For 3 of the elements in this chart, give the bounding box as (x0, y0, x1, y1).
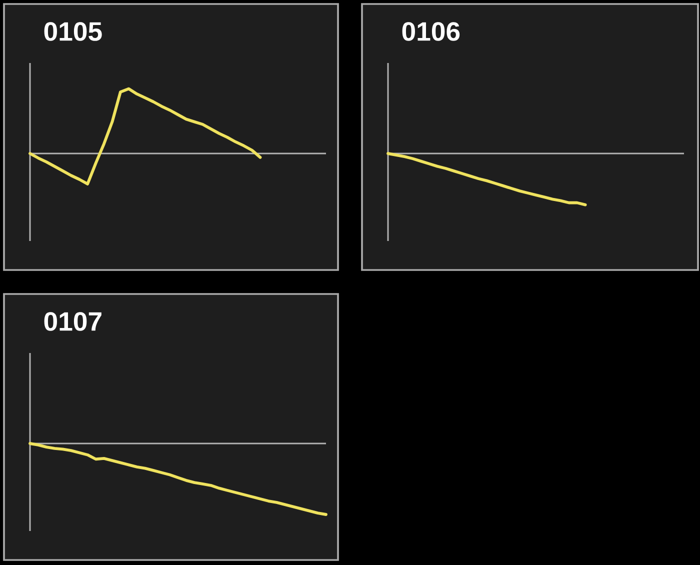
chart-title: 0107 (44, 312, 102, 331)
chart-title: 0105 (44, 22, 102, 41)
chart-title: 0106 (402, 22, 460, 41)
